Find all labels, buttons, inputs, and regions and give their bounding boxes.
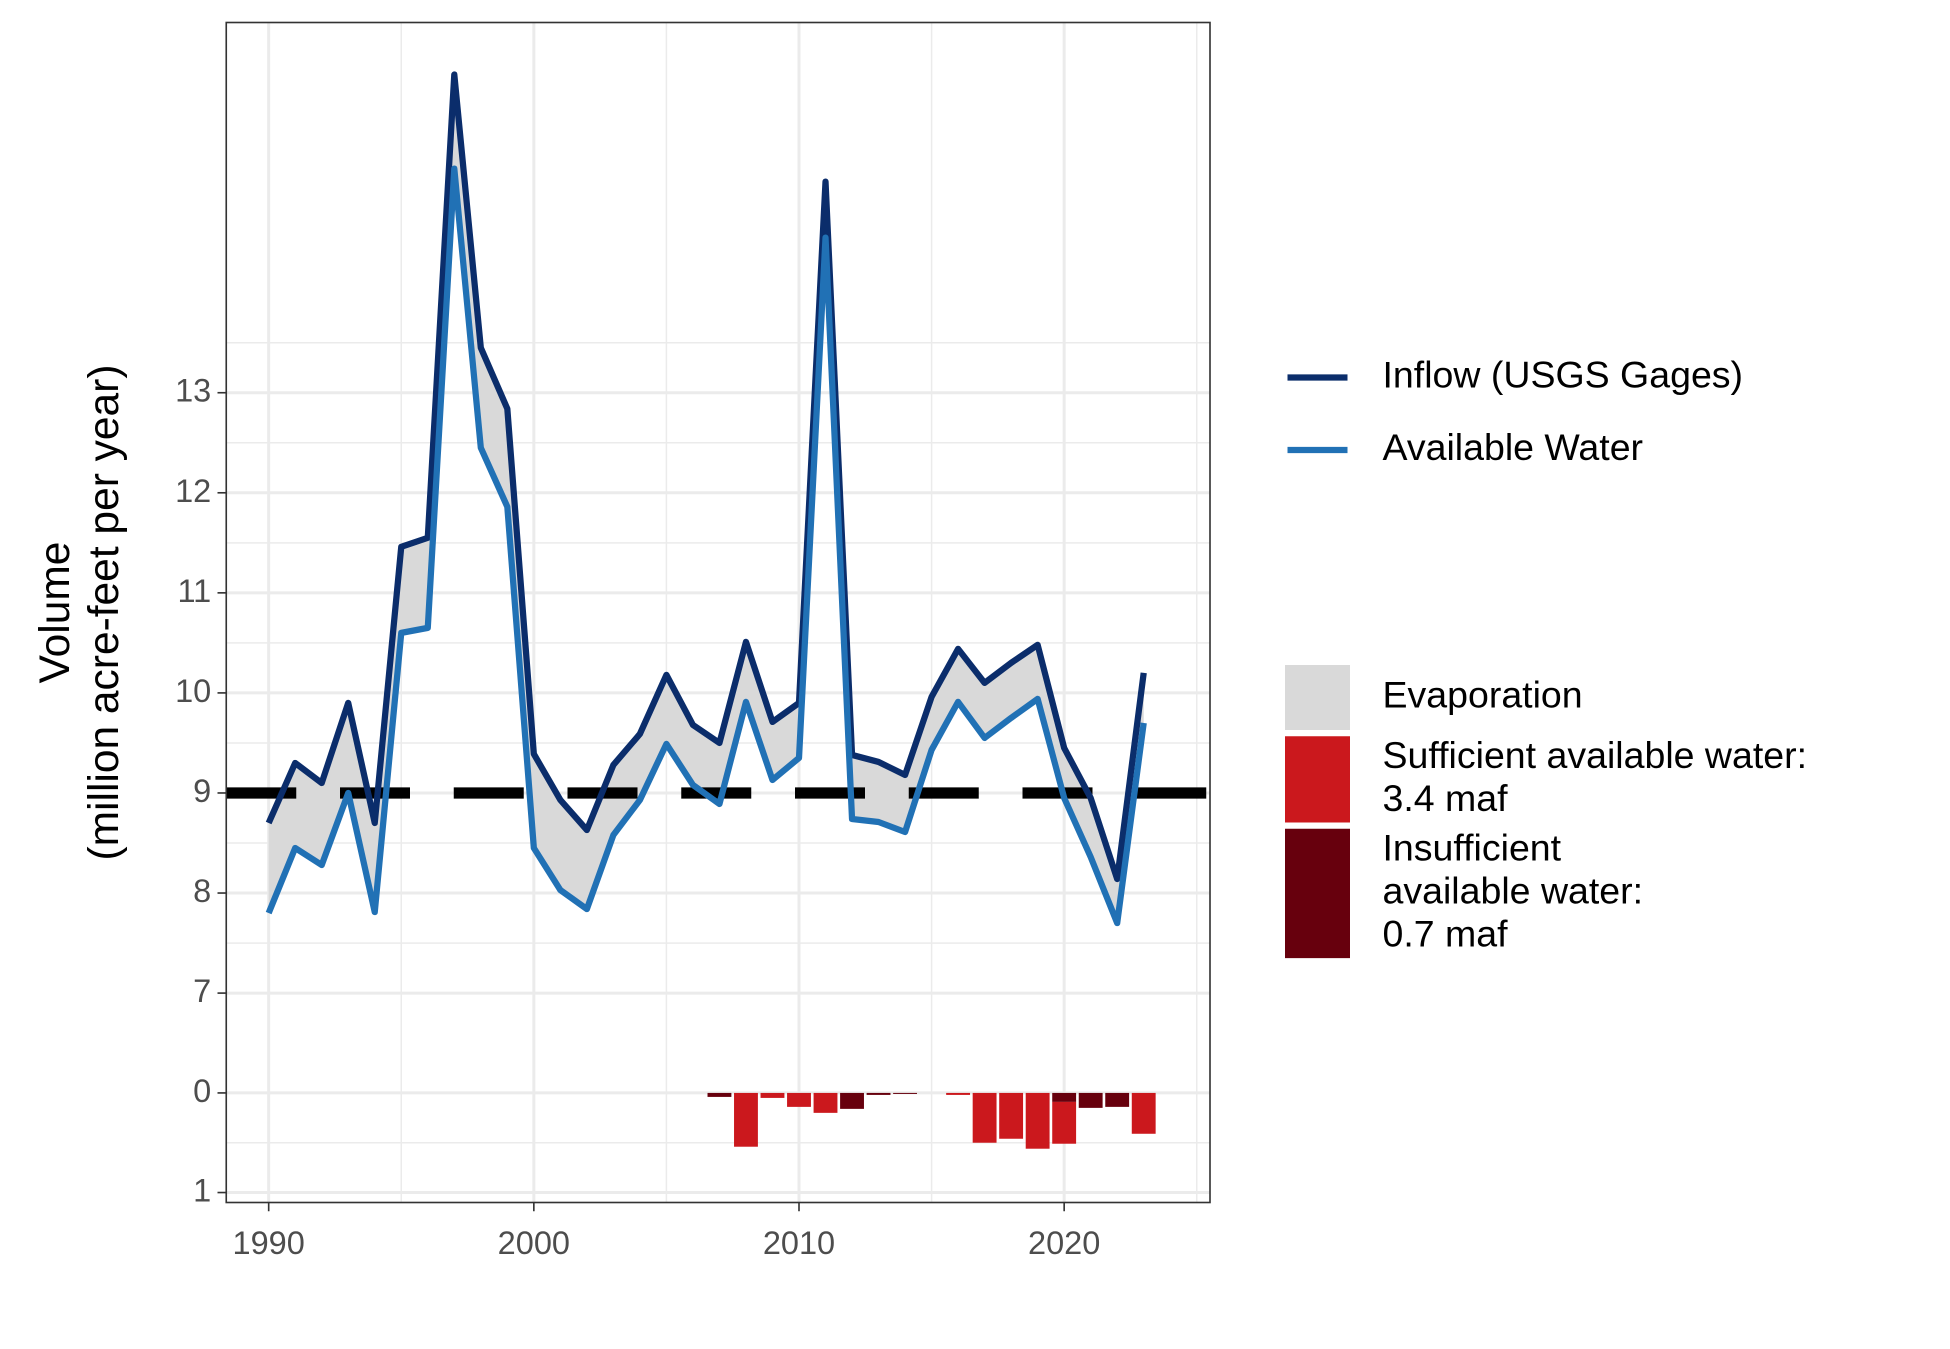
bar <box>760 1092 785 1098</box>
y-tick-label: 8 <box>193 873 211 909</box>
bar <box>840 1092 864 1109</box>
y-axis-title: Volume(million acre-feet per year) <box>32 365 128 861</box>
series-line <box>265 165 1147 927</box>
bar <box>1131 1092 1156 1134</box>
bar <box>1078 1092 1103 1108</box>
bar <box>893 1092 917 1094</box>
legend-key <box>1285 828 1350 959</box>
bar <box>866 1092 891 1095</box>
y-tick-label: 7 <box>193 973 211 1009</box>
x-tick-label: 2000 <box>498 1225 570 1261</box>
legend-key <box>1285 665 1350 730</box>
y-tick-label: 11 <box>178 572 212 608</box>
bar <box>734 1092 758 1147</box>
bar <box>1105 1092 1130 1107</box>
legend-label: Evaporation <box>1383 673 1583 715</box>
y-tick-label: 10 <box>175 672 211 708</box>
bar <box>972 1092 997 1143</box>
marks <box>226 71 1210 1149</box>
x-tick-label: 2020 <box>1028 1225 1100 1261</box>
bar <box>1052 1101 1077 1144</box>
legend-label: Sufficient available water: 3.4 maf <box>1383 734 1808 819</box>
y-tick-label: 1 <box>193 1172 211 1208</box>
y-tick-label: 9 <box>193 773 211 809</box>
series-line <box>265 71 1147 883</box>
panel-border <box>225 21 1211 1204</box>
bar <box>813 1092 838 1113</box>
x-tick-label: 2010 <box>763 1225 835 1261</box>
bar <box>787 1092 811 1107</box>
x-tick-label: 1990 <box>233 1225 305 1261</box>
bar <box>1052 1092 1077 1102</box>
legend-key <box>1285 736 1350 823</box>
bar <box>946 1092 971 1095</box>
legend-label: Available Water <box>1383 426 1644 468</box>
bar <box>999 1092 1024 1139</box>
y-tick-label: 12 <box>175 472 211 508</box>
y-tick-label: 13 <box>175 372 211 408</box>
y-tick-label: 0 <box>193 1073 211 1109</box>
legend: Inflow (USGS Gages) Available Water Evapor… <box>1285 353 1808 959</box>
legend-label: Inflow (USGS Gages) <box>1383 353 1744 395</box>
bar <box>707 1092 732 1097</box>
legend-label: Insufficient available water: 0.7 maf <box>1383 826 1644 954</box>
evaporation-band <box>268 74 1144 924</box>
bar <box>1025 1092 1050 1149</box>
